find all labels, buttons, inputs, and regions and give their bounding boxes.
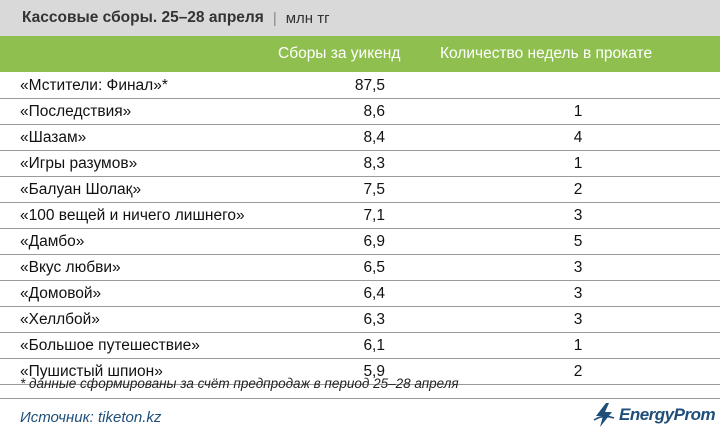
weeks-in-release: 5 [573,233,583,250]
weeks-in-release: 1 [573,155,583,172]
weekend-gross: 6,9 [363,233,385,250]
weekend-gross: 7,5 [363,181,385,198]
table-row: «Хеллбой» 6,3 3 [0,307,720,333]
movie-title: «Игры разумов» [20,155,138,172]
table-row: «100 вещей и ничего лишнего» 7,1 3 [0,203,720,229]
column-header-weeks: Количество недель в прокате [440,45,653,62]
weekend-gross: 8,4 [363,129,385,146]
weekend-gross: 8,3 [363,155,385,172]
table-title: Кассовые сборы. 25–28 апреля [22,9,264,26]
table-body: «Мстители: Финал»* 87,5 «Последствия» 8,… [0,73,720,385]
weeks-in-release: 3 [573,207,583,224]
footer-divider [0,398,720,399]
weekend-gross: 87,5 [354,77,385,94]
weeks-in-release: 4 [573,129,583,146]
table-row: «Шазам» 8,4 4 [0,125,720,151]
weekend-gross: 7,1 [363,207,385,224]
weekend-gross: 6,1 [363,337,385,354]
title-separator: | [272,9,277,27]
column-header-weekend: Сборы за уикенд [278,45,401,62]
logo-wordmark: EnergyProm [619,405,716,424]
weekend-gross: 6,3 [363,311,385,328]
table-row: «Домовой» 6,4 3 [0,281,720,307]
table-row: «Последствия» 8,6 1 [0,99,720,125]
movie-title: «Балуан Шолақ» [20,181,142,198]
weeks-in-release: 3 [573,285,583,302]
movie-title: «Шазам» [20,129,87,146]
movie-title: «Вкус любви» [20,259,121,276]
movie-title: «Домовой» [20,285,102,302]
weekend-gross: 5,9 [363,363,385,380]
column-header-row: Сборы за уикенд Количество недель в прок… [0,36,720,72]
movie-title: «Хеллбой» [20,311,100,328]
table-row: «Пушистый шпион» 5,9 2 [0,359,720,385]
movie-title: «Последствия» [20,103,132,120]
weekend-gross: 6,4 [363,285,385,302]
weeks-in-release: 3 [573,311,583,328]
weeks-in-release: 1 [573,337,583,354]
movie-title: «100 вещей и ничего лишнего» [20,207,245,224]
movie-title: «Пушистый шпион» [20,363,163,380]
table-row: «Игры разумов» 8,3 1 [0,151,720,177]
weeks-in-release: 1 [573,103,583,120]
table-row: «Балуан Шолақ» 7,5 2 [0,177,720,203]
movie-title: «Дамбо» [20,233,85,250]
table-row: «Мстители: Финал»* 87,5 [0,73,720,99]
weekend-gross: 8,6 [363,103,385,120]
movie-title: «Большое путешествие» [20,337,200,354]
title-bar: Кассовые сборы. 25–28 апреля | млн тг [0,0,720,36]
energyprom-logo-icon [593,403,615,427]
energyprom-logo: EnergyProm [592,400,716,430]
table-row: «Дамбо» 6,9 5 [0,229,720,255]
source-note: Источник: tiketon.kz [20,409,162,426]
footnote: * данные сформированы за счёт предпродаж… [20,376,459,391]
weeks-in-release: 3 [573,259,583,276]
table-row: «Большое путешествие» 6,1 1 [0,333,720,359]
movie-title: «Мстители: Финал»* [20,77,168,94]
weekend-gross: 6,5 [363,259,385,276]
weeks-in-release: 2 [573,363,583,380]
unit-label: млн тг [285,9,330,27]
table-row: «Вкус любви» 6,5 3 [0,255,720,281]
weeks-in-release: 2 [573,181,583,198]
